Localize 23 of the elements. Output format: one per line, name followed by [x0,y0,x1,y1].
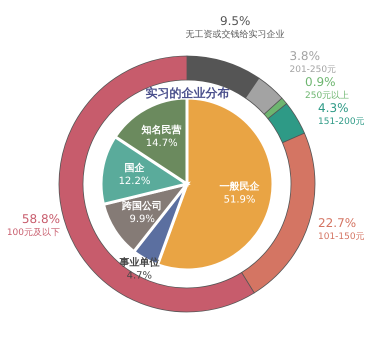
slice-label: 250元以上 [305,90,350,101]
data-label: 3.8% [289,48,320,63]
slice-label: 国企 [124,162,146,174]
data-label: 0.9% [305,74,336,89]
data-label: 51.9% [224,194,256,206]
data-label: 9.9% [129,214,155,225]
data-label: 58.8% [22,212,60,226]
data-label: 9.5% [220,14,250,28]
slice-label: 知名民营 [140,124,182,136]
slice-label: 事业单位 [118,256,160,269]
slice-label: 151-200元 [318,116,365,127]
slice-label: 一般民企 [220,180,261,192]
chart-title: 实习的企业分布 [146,86,230,100]
slice-label: 101-150元 [318,231,365,242]
data-label: 4.7% [126,270,152,282]
slice-label: 201-250元 [289,64,336,75]
data-label: 4.3% [318,100,348,115]
data-label: 14.7% [146,138,178,150]
data-label: 22.7% [318,216,356,230]
slice-label: 无工资或交钱给实习企业 [186,29,285,40]
data-label: 12.2% [118,176,150,187]
slice-label: 100元及以下 [6,226,60,238]
slice-label: 跨国公司 [121,200,162,212]
